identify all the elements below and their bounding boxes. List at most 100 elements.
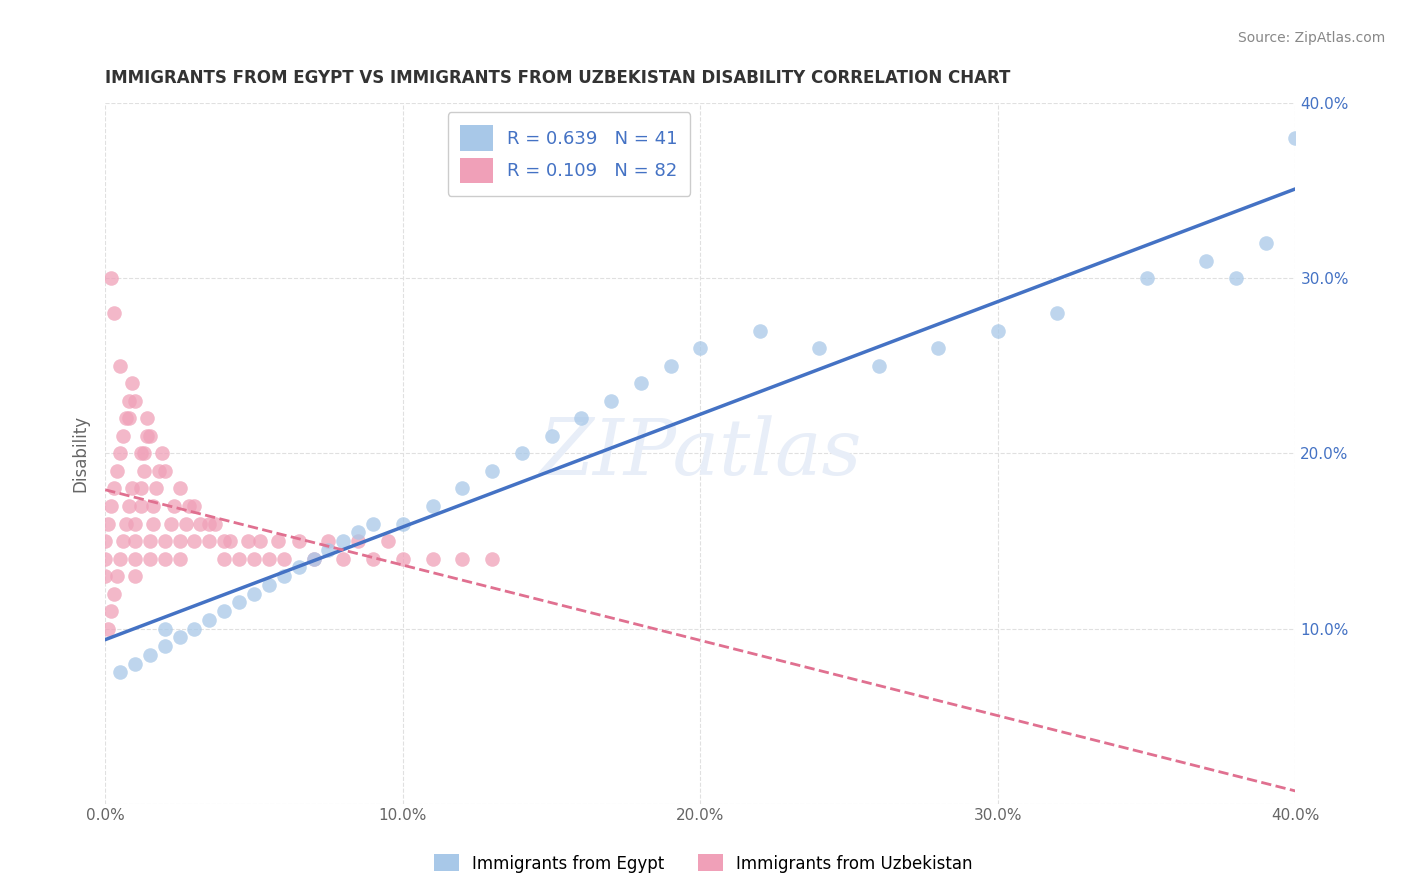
Point [103, 482, 125, 496]
Point [228, 551, 250, 566]
Point [108, 359, 131, 373]
Point [94, 534, 117, 549]
Point [302, 551, 325, 566]
Legend: R = 0.639   N = 41, R = 0.109   N = 82: R = 0.639 N = 41, R = 0.109 N = 82 [447, 112, 690, 196]
Point [103, 306, 125, 320]
Point [361, 551, 384, 566]
Point [118, 394, 141, 409]
Point [124, 394, 146, 409]
Point [94, 569, 117, 583]
Point [212, 534, 235, 549]
Point [1254, 236, 1277, 251]
Point [1225, 271, 1247, 285]
Y-axis label: Disability: Disability [72, 415, 89, 492]
Point [124, 569, 146, 583]
Point [100, 604, 122, 618]
Point [169, 630, 191, 644]
Point [927, 342, 949, 356]
Point [332, 551, 354, 566]
Point [540, 429, 562, 443]
Point [302, 551, 325, 566]
Point [132, 446, 155, 460]
Point [169, 551, 191, 566]
Point [97, 622, 120, 636]
Point [124, 657, 146, 671]
Point [198, 613, 221, 627]
Point [153, 639, 176, 653]
Point [169, 534, 191, 549]
Point [118, 411, 141, 425]
Point [451, 551, 474, 566]
Point [257, 578, 280, 592]
Point [236, 534, 259, 549]
Legend: Immigrants from Egypt, Immigrants from Uzbekistan: Immigrants from Egypt, Immigrants from U… [427, 847, 979, 880]
Point [659, 359, 682, 373]
Text: ZIPatlas: ZIPatlas [538, 416, 862, 491]
Point [868, 359, 890, 373]
Point [124, 516, 146, 531]
Point [332, 534, 354, 549]
Point [153, 534, 176, 549]
Point [97, 516, 120, 531]
Point [142, 516, 165, 531]
Point [153, 622, 176, 636]
Point [132, 464, 155, 478]
Point [689, 342, 711, 356]
Point [361, 516, 384, 531]
Point [422, 551, 444, 566]
Point [1195, 254, 1218, 268]
Point [115, 411, 138, 425]
Point [481, 464, 503, 478]
Point [451, 482, 474, 496]
Point [108, 665, 131, 680]
Point [159, 516, 181, 531]
Point [630, 376, 652, 391]
Point [318, 542, 340, 557]
Point [273, 551, 295, 566]
Point [135, 411, 157, 425]
Point [129, 482, 152, 496]
Point [177, 499, 200, 513]
Point [249, 534, 271, 549]
Point [124, 551, 146, 566]
Point [183, 499, 205, 513]
Point [391, 551, 413, 566]
Point [105, 569, 128, 583]
Point [228, 595, 250, 609]
Point [1046, 306, 1069, 320]
Point [267, 534, 290, 549]
Point [148, 464, 170, 478]
Point [129, 446, 152, 460]
Point [112, 534, 135, 549]
Point [257, 551, 280, 566]
Point [212, 604, 235, 618]
Point [118, 499, 141, 513]
Point [112, 429, 135, 443]
Point [198, 534, 221, 549]
Point [987, 324, 1010, 338]
Point [347, 534, 370, 549]
Point [1284, 131, 1306, 145]
Point [212, 551, 235, 566]
Point [108, 551, 131, 566]
Point [121, 482, 143, 496]
Point [748, 324, 770, 338]
Point [94, 551, 117, 566]
Point [183, 622, 205, 636]
Point [243, 551, 266, 566]
Point [100, 499, 122, 513]
Point [183, 534, 205, 549]
Point [808, 342, 831, 356]
Point [150, 446, 173, 460]
Point [204, 516, 226, 531]
Point [481, 551, 503, 566]
Point [510, 446, 533, 460]
Point [287, 534, 309, 549]
Point [422, 499, 444, 513]
Point [163, 499, 186, 513]
Point [273, 569, 295, 583]
Point [103, 586, 125, 600]
Point [108, 446, 131, 460]
Point [287, 560, 309, 574]
Text: Source: ZipAtlas.com: Source: ZipAtlas.com [1237, 31, 1385, 45]
